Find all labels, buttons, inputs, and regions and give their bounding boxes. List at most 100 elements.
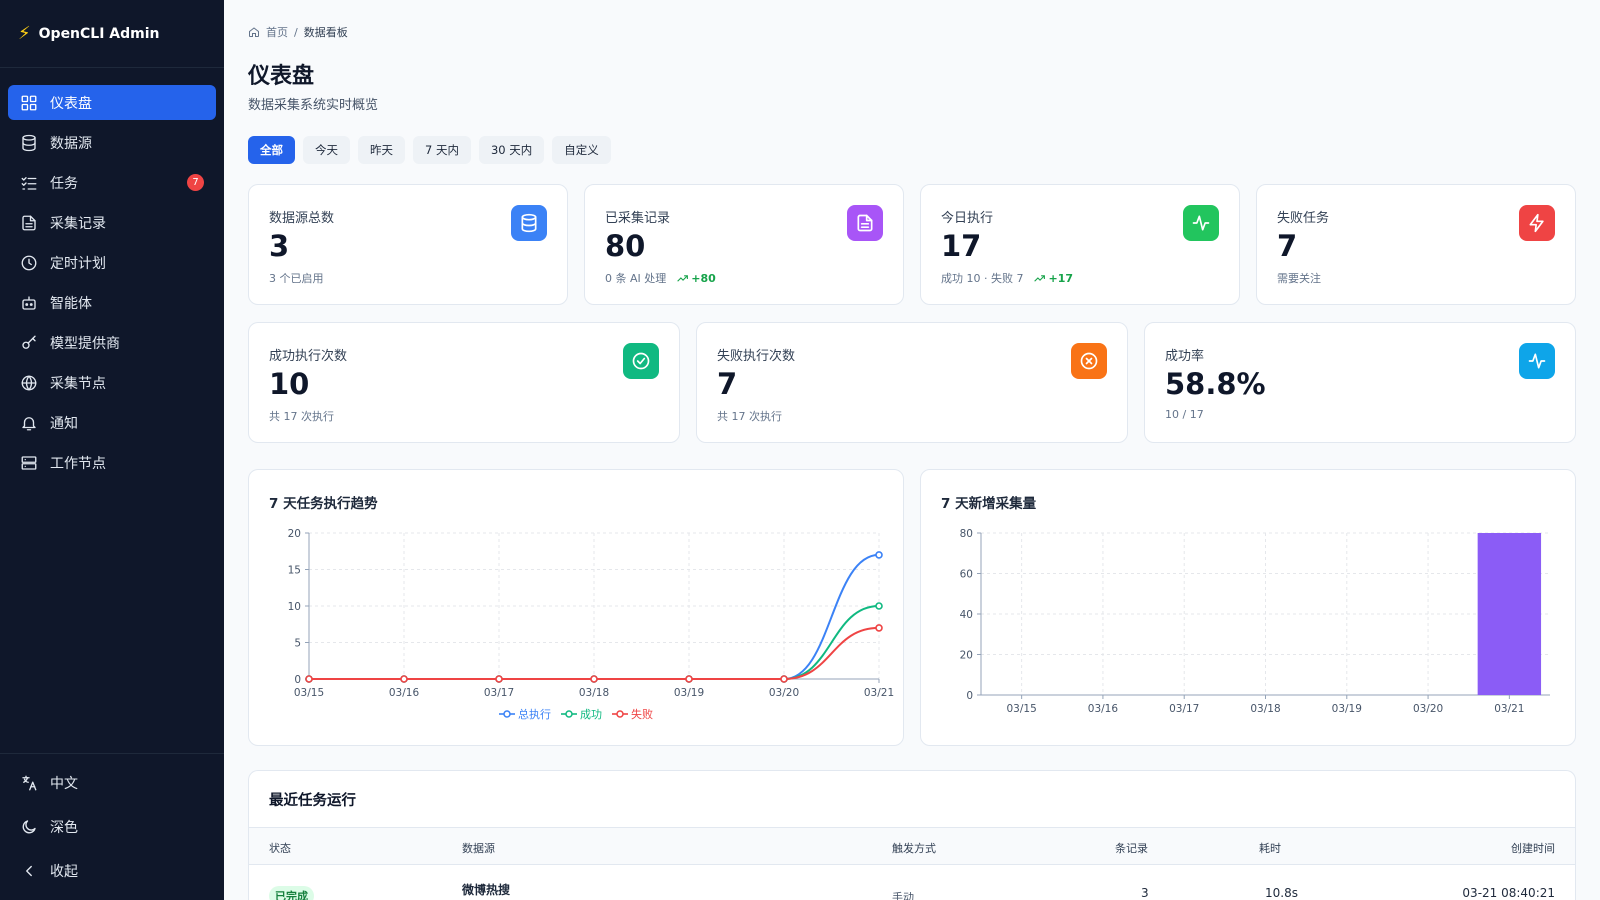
bot-icon: [20, 294, 38, 312]
stat-card: 已采集记录 80 0 条 AI 处理 +80: [584, 184, 904, 305]
stat-footnote: 需要关注: [1277, 270, 1321, 286]
stat-value: 17: [941, 229, 982, 263]
x-tick-label: 03/20: [769, 687, 799, 699]
stat-card: 失败任务 7 需要关注: [1256, 184, 1576, 305]
column-trigger[interactable]: 触发方式: [892, 842, 936, 855]
recent-runs-title: 最近任务运行: [269, 793, 356, 809]
sidebar-item-label: 中文: [50, 776, 78, 792]
y-tick-label: 5: [294, 638, 301, 650]
stat-footnote: 3 个已启用: [269, 270, 324, 286]
key-icon: [20, 334, 38, 352]
column-duration[interactable]: 耗时: [1259, 842, 1281, 855]
sidebar-item-label: 采集记录: [50, 215, 106, 232]
legend-item[interactable]: 总执行: [499, 706, 551, 722]
sidebar-item-bot[interactable]: 智能体: [8, 285, 216, 320]
main-content: 首页 / 数据看板 仪表盘 数据采集系统实时概览 全部 今天 昨天 7 天内 30 天内…: [224, 0, 1600, 900]
x-tick-label: 03/17: [1169, 703, 1199, 715]
sidebar-item-globe[interactable]: 采集节点: [8, 365, 216, 400]
date-filter-group: 全部 今天 昨天 7 天内 30 天内 自定义: [248, 136, 611, 164]
stat-label: 成功执行次数: [269, 349, 348, 364]
stat-value: 3: [269, 229, 290, 263]
data-point: [590, 675, 598, 683]
stat-footnote-text: 需要关注: [1277, 272, 1321, 285]
legend-marker: [561, 710, 577, 718]
sidebar-item-file[interactable]: 采集记录: [8, 205, 216, 240]
sidebar-item-clock[interactable]: 定时计划: [8, 245, 216, 280]
x-tick-label: 03/19: [1332, 703, 1362, 715]
row-source[interactable]: 微博热搜: [462, 883, 511, 897]
server-icon: [20, 454, 38, 472]
trend-chart-title: 7 天任务执行趋势: [269, 496, 378, 512]
y-tick-label: 20: [960, 650, 973, 662]
home-icon[interactable]: [248, 26, 260, 38]
file-icon: [20, 214, 38, 232]
legend-label: 成功: [580, 708, 602, 721]
sidebar-item-key[interactable]: 模型提供商: [8, 325, 216, 360]
legend-item[interactable]: 成功: [561, 706, 602, 722]
database-icon: [511, 205, 547, 241]
data-point: [875, 624, 883, 632]
breadcrumb-home[interactable]: 首页: [266, 26, 288, 39]
filter-button[interactable]: 昨天: [358, 136, 405, 164]
filter-button[interactable]: 全部: [248, 136, 295, 164]
stat-card: 成功率 58.8% 10 / 17: [1144, 322, 1576, 443]
y-tick-label: 40: [960, 609, 973, 621]
sidebar-item-chevron-left[interactable]: 收起: [8, 852, 216, 890]
sidebar-item-language[interactable]: 中文: [8, 764, 216, 802]
filter-button[interactable]: 自定义: [552, 136, 611, 164]
list-check-icon: [20, 174, 38, 192]
x-tick-label: 03/17: [484, 687, 514, 699]
x-tick-label: 03/16: [1088, 703, 1119, 715]
stat-trend-value: +17: [1048, 271, 1074, 285]
chevron-left-icon: [20, 862, 38, 880]
legend-marker: [499, 710, 515, 718]
column-records[interactable]: 条记录: [1115, 842, 1148, 855]
sidebar-item-moon[interactable]: 深色: [8, 808, 216, 846]
x-circle-icon: [1071, 343, 1107, 379]
recent-runs-card: 最近任务运行 状态 数据源 触发方式 条记录 耗时 创建时间 已完成 微博热搜 …: [248, 770, 1576, 900]
page-subtitle: 数据采集系统实时概览: [248, 98, 379, 113]
sidebar-item-database[interactable]: 数据源: [8, 125, 216, 160]
stat-footnote: 10 / 17: [1165, 408, 1204, 421]
file-icon: [847, 205, 883, 241]
legend-marker: [612, 710, 628, 718]
sidebar: ⚡ OpenCLI Admin 仪表盘 数据源 任务 7 采集记录 定时计划 智能…: [0, 0, 224, 900]
moon-icon: [20, 818, 38, 836]
stat-footnote-text: 共 17 次执行: [269, 410, 334, 423]
stat-footnote-text: 3 个已启用: [269, 272, 324, 285]
row-created: 03-21 08:40:21: [1462, 886, 1555, 900]
filter-button[interactable]: 今天: [303, 136, 350, 164]
brand[interactable]: ⚡ OpenCLI Admin: [0, 0, 224, 68]
volume-bar-chart: 0 20 40 60 80 03/15 03/16 03/17 03/18 03/19 03/20 0…: [960, 528, 1550, 715]
stat-card: 数据源总数 3 3 个已启用: [248, 184, 568, 305]
sidebar-item-server[interactable]: 工作节点: [8, 445, 216, 480]
sidebar-item-label: 采集节点: [50, 375, 106, 392]
table-row[interactable]: 已完成 微博热搜 手动 3 10.8s 03-21 08:40:21: [249, 865, 1575, 900]
data-point: [495, 675, 503, 683]
sidebar-item-dashboard[interactable]: 仪表盘: [8, 85, 216, 120]
legend-item[interactable]: 失败: [612, 706, 653, 722]
filter-button[interactable]: 30 天内: [478, 136, 545, 164]
stat-label: 失败任务: [1277, 211, 1330, 226]
y-tick-label: 10: [288, 601, 301, 613]
x-tick-label: 03/19: [674, 687, 704, 699]
sidebar-item-label: 仪表盘: [50, 95, 92, 112]
stat-footnote-text: 成功 10 · 失败 7: [941, 272, 1024, 285]
globe-icon: [20, 374, 38, 392]
sidebar-footer: 中文 深色 收起: [0, 753, 224, 900]
stat-label: 今日执行: [941, 211, 994, 226]
stat-footnote: 共 17 次执行: [717, 408, 782, 424]
filter-button[interactable]: 7 天内: [413, 136, 471, 164]
activity-icon: [1183, 205, 1219, 241]
y-tick-label: 0: [966, 690, 973, 702]
breadcrumb-separator: /: [294, 25, 298, 39]
stat-footnote-text: 0 条 AI 处理: [605, 272, 667, 285]
sidebar-item-bell[interactable]: 通知: [8, 405, 216, 440]
sidebar-item-label: 任务: [50, 175, 78, 192]
stat-footnote: 成功 10 · 失败 7 +17: [941, 270, 1073, 286]
column-source[interactable]: 数据源: [462, 842, 495, 855]
stat-card: 今日执行 17 成功 10 · 失败 7 +17: [920, 184, 1240, 305]
column-status[interactable]: 状态: [269, 842, 291, 855]
sidebar-item-list-check[interactable]: 任务 7: [8, 165, 216, 200]
column-created[interactable]: 创建时间: [1511, 842, 1555, 855]
